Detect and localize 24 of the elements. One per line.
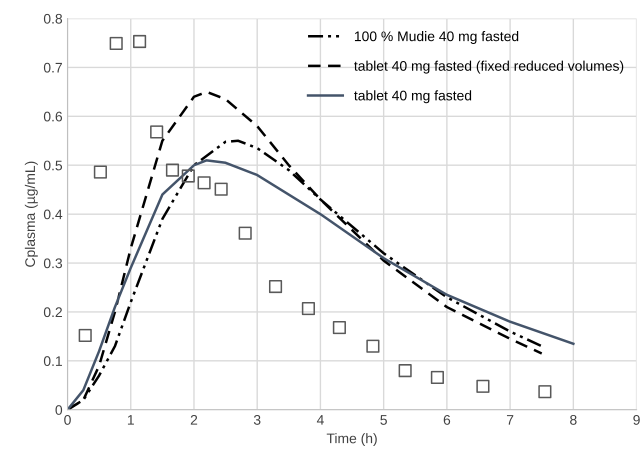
y-tick-label: 0.3 <box>44 258 62 268</box>
x-tick-label: 8 <box>570 414 577 425</box>
x-axis-title: Time (h) <box>326 433 377 446</box>
y-axis-title: Cplasma (µg/mL) <box>24 162 38 267</box>
legend-label: tablet 40 mg fasted <box>354 90 472 104</box>
x-tick-label: 6 <box>444 414 450 425</box>
x-tick-label: 0 <box>64 414 71 425</box>
x-tick-label: 3 <box>254 414 260 425</box>
y-tick-label: 0.4 <box>44 209 62 220</box>
legend-label: tablet 40 mg fasted (fixed reduced volumes) <box>354 60 624 74</box>
y-tick-label: 0.2 <box>44 307 62 318</box>
y-tick-label: 0.8 <box>44 14 62 24</box>
x-tick-label: 5 <box>380 415 387 425</box>
y-tick-label: 0.7 <box>44 62 62 73</box>
y-tick-label: 0.6 <box>44 112 62 122</box>
legend-label: 100 % Mudie 40 mg fasted <box>354 31 518 44</box>
y-tick-label: 0 <box>55 405 62 415</box>
x-tick-label: 2 <box>190 414 198 425</box>
y-tick-label: 0.5 <box>44 160 62 170</box>
x-tick-label: 9 <box>633 414 640 425</box>
x-tick-label: 4 <box>316 415 324 425</box>
x-tick-label: 7 <box>506 415 514 425</box>
x-tick-label: 1 <box>128 415 134 425</box>
y-tick-label: 0.1 <box>44 356 62 366</box>
